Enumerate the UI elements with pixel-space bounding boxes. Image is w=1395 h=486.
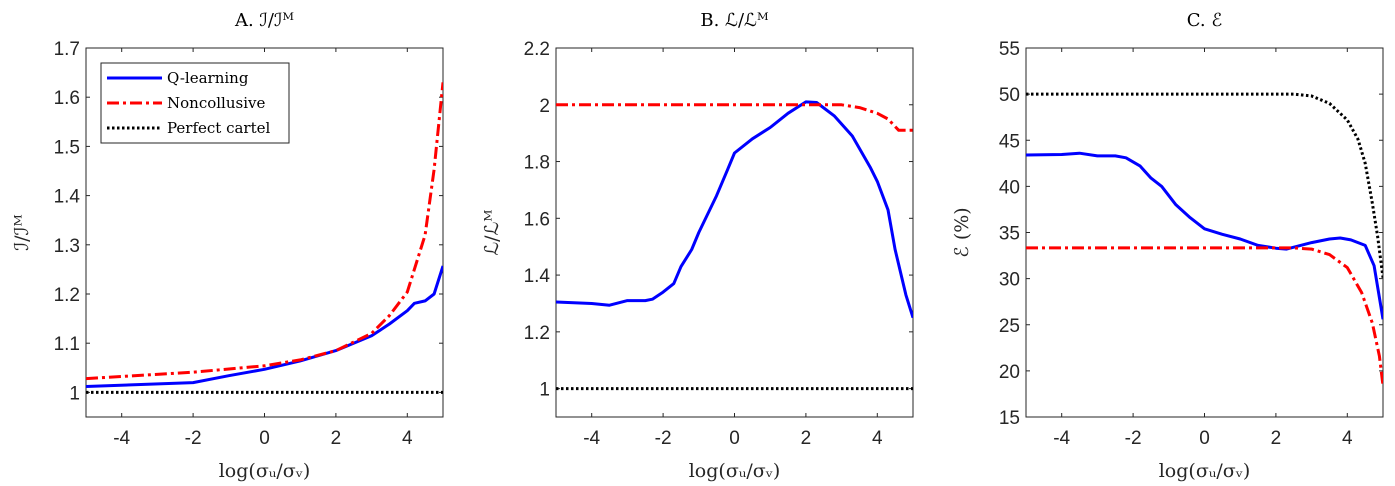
- y-tick-label: 1.1: [54, 334, 80, 355]
- y-axis-label: ℰ (%): [951, 207, 973, 257]
- series-line-noncollusive: [86, 82, 443, 381]
- x-axis-label: log(σᵤ/σᵥ): [689, 460, 781, 482]
- series-line-q-learning: [1026, 151, 1383, 320]
- plot-area: [1025, 47, 1384, 418]
- series-line-perfect-cartel: [1026, 92, 1383, 278]
- legend: Q-learning Noncollusive Perfect cartel: [100, 62, 290, 144]
- y-tick-label: 50: [999, 85, 1020, 106]
- legend-label: Perfect cartel: [167, 119, 271, 137]
- y-axis-label: ℒ/ℒᴹ: [481, 209, 503, 255]
- y-tick-label: 15: [999, 408, 1020, 429]
- legend-label: Q-learning: [167, 69, 249, 87]
- series-line-q-learning: [86, 265, 443, 388]
- y-tick-label: 2: [539, 96, 550, 117]
- x-tick-label: 2: [331, 428, 342, 449]
- y-tick-label: 1.7: [54, 39, 80, 60]
- x-axis-label: log(σᵤ/σᵥ): [1159, 460, 1251, 482]
- y-tick-label: 40: [999, 177, 1020, 198]
- series-line-noncollusive: [1026, 246, 1383, 386]
- panel-2: -4 -2 0 2 4 15 20 25 30 35 40 45 50 55 C. ℰ log(σᵤ/σᵥ) ℰ…: [951, 10, 1384, 482]
- y-tick-label: 2.2: [524, 39, 550, 60]
- y-tick-label: 45: [999, 131, 1020, 152]
- chart-title: B. ℒ/ℒᴹ: [700, 10, 769, 31]
- x-tick-label: -4: [583, 428, 600, 449]
- y-tick-label: 1.2: [54, 285, 80, 306]
- plot-area: [555, 47, 914, 418]
- x-tick-label: -4: [113, 428, 130, 449]
- chart-title: C. ℰ: [1187, 10, 1223, 31]
- y-tick-label: 1.2: [524, 323, 550, 344]
- x-tick-label: -2: [1125, 428, 1142, 449]
- y-axis-label: ℐ/ℐᴹ: [11, 214, 33, 251]
- y-tick-label: 1: [69, 383, 80, 404]
- x-tick-label: -4: [1053, 428, 1070, 449]
- x-tick-label: 4: [1342, 428, 1353, 449]
- x-tick-label: 4: [872, 428, 883, 449]
- y-tick-label: 1.8: [524, 153, 550, 174]
- x-tick-label: 2: [801, 428, 812, 449]
- x-tick-label: 4: [402, 428, 413, 449]
- chart-title: A. ℐ/ℐᴹ: [234, 10, 294, 31]
- series-line-noncollusive: [556, 103, 913, 132]
- x-tick-label: 2: [1271, 428, 1282, 449]
- x-tick-label: -2: [655, 428, 672, 449]
- legend-label: Noncollusive: [167, 94, 265, 112]
- y-tick-label: 20: [999, 362, 1020, 383]
- y-tick-label: 1.6: [524, 209, 550, 230]
- panel-1: -4 -2 0 2 4 1 1.2 1.4 1.6 1.8 2 2.2 B. ℒ/ℒᴹ log(σᵤ/σᵥ…: [481, 10, 914, 482]
- x-tick-label: 0: [259, 428, 270, 449]
- x-tick-label: 0: [729, 428, 740, 449]
- series-line-q-learning: [556, 100, 913, 319]
- x-tick-label: 0: [1199, 428, 1210, 449]
- y-tick-label: 30: [999, 270, 1020, 291]
- y-tick-label: 55: [999, 39, 1020, 60]
- y-tick-label: 1.4: [524, 266, 551, 287]
- y-tick-label: 1.6: [54, 88, 80, 109]
- y-tick-label: 1.3: [54, 236, 80, 257]
- y-tick-label: 25: [999, 316, 1020, 337]
- y-tick-label: 1.4: [54, 187, 81, 208]
- y-tick-label: 1: [539, 380, 550, 401]
- x-tick-label: -2: [185, 428, 202, 449]
- y-tick-label: 35: [999, 224, 1020, 245]
- panel-0: -4 -2 0 2 4 1 1.1 1.2 1.3 1.4 1.5 1.6 1.7 A. ℐ/ℐᴹ log(…: [11, 10, 444, 482]
- x-axis-label: log(σᵤ/σᵥ): [219, 460, 311, 482]
- y-tick-label: 1.5: [54, 137, 80, 158]
